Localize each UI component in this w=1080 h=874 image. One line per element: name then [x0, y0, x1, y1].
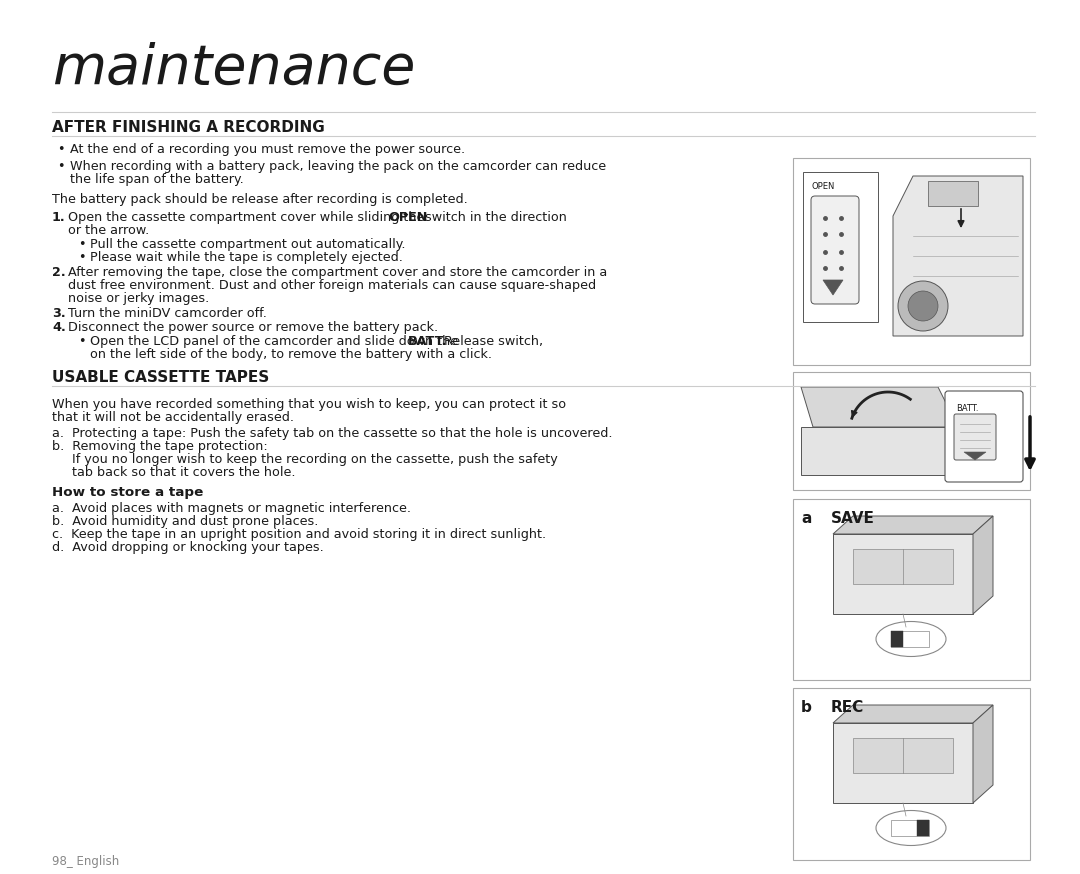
Ellipse shape	[876, 621, 946, 656]
Polygon shape	[801, 387, 958, 427]
Bar	[833, 534, 973, 614]
Text: Pull the cassette compartment out automatically.: Pull the cassette compartment out automa…	[90, 238, 405, 251]
Text: tab back so that it covers the hole.: tab back so that it covers the hole.	[72, 466, 296, 479]
Text: Please wait while the tape is completely ejected.: Please wait while the tape is completely…	[90, 251, 403, 264]
Text: on the left side of the body, to remove the battery with a click.: on the left side of the body, to remove …	[90, 348, 492, 361]
Bar	[891, 631, 929, 647]
Text: •: •	[57, 160, 65, 173]
Bar	[833, 723, 973, 803]
Text: 1.: 1.	[52, 211, 66, 224]
Text: or the arrow.: or the arrow.	[68, 224, 149, 237]
Text: maintenance: maintenance	[52, 42, 416, 95]
Text: •: •	[78, 335, 85, 348]
Text: At the end of a recording you must remove the power source.: At the end of a recording you must remov…	[70, 143, 465, 156]
Text: b.  Avoid humidity and dust prone places.: b. Avoid humidity and dust prone places.	[52, 515, 319, 528]
Bar	[891, 820, 929, 836]
Text: When recording with a battery pack, leaving the pack on the camcorder can reduce: When recording with a battery pack, leav…	[70, 160, 606, 173]
Text: noise or jerky images.: noise or jerky images.	[68, 292, 210, 305]
Text: USABLE CASSETTE TAPES: USABLE CASSETTE TAPES	[52, 370, 269, 385]
Polygon shape	[823, 280, 843, 295]
Bar	[804, 172, 878, 322]
Polygon shape	[893, 176, 1023, 336]
Text: BATT.: BATT.	[408, 335, 447, 348]
Text: The battery pack should be release after recording is completed.: The battery pack should be release after…	[52, 193, 468, 206]
Bar	[891, 631, 903, 647]
Text: OPEN: OPEN	[811, 182, 835, 191]
Bar	[917, 820, 929, 836]
Text: •: •	[78, 251, 85, 264]
Ellipse shape	[876, 810, 946, 845]
Text: c.  Keep the tape in an upright position and avoid storing it in direct sunlight: c. Keep the tape in an upright position …	[52, 528, 546, 541]
Polygon shape	[833, 516, 993, 534]
Text: Open the cassette compartment cover while sliding the: Open the cassette compartment cover whil…	[68, 211, 429, 224]
Text: SAVE: SAVE	[831, 511, 875, 526]
FancyBboxPatch shape	[811, 196, 859, 304]
Text: 4.: 4.	[52, 321, 66, 334]
Text: BATT.: BATT.	[956, 404, 978, 413]
Bar	[793, 499, 1030, 680]
Text: If you no longer wish to keep the recording on the cassette, push the safety: If you no longer wish to keep the record…	[72, 453, 557, 466]
Ellipse shape	[908, 291, 939, 321]
Text: Open the LCD panel of the camcorder and slide down the: Open the LCD panel of the camcorder and …	[90, 335, 462, 348]
Text: a.  Avoid places with magnets or magnetic interference.: a. Avoid places with magnets or magnetic…	[52, 502, 411, 515]
Bar	[853, 738, 953, 773]
Text: d.  Avoid dropping or knocking your tapes.: d. Avoid dropping or knocking your tapes…	[52, 541, 324, 554]
Text: 3.: 3.	[52, 307, 66, 320]
Bar	[853, 549, 953, 584]
Bar	[793, 158, 1030, 365]
Text: a: a	[801, 511, 811, 526]
Text: •: •	[78, 238, 85, 251]
Bar	[793, 372, 1030, 490]
Text: 2.: 2.	[52, 266, 66, 279]
Text: b: b	[801, 700, 812, 715]
Polygon shape	[964, 452, 986, 460]
Text: OPEN: OPEN	[388, 211, 428, 224]
Polygon shape	[973, 705, 993, 803]
Text: Disconnect the power source or remove the battery pack.: Disconnect the power source or remove th…	[68, 321, 438, 334]
Text: 98_ English: 98_ English	[52, 855, 119, 868]
Polygon shape	[973, 516, 993, 614]
FancyBboxPatch shape	[945, 391, 1023, 482]
Text: Turn the miniDV camcorder off.: Turn the miniDV camcorder off.	[68, 307, 267, 320]
Text: b.  Removing the tape protection:: b. Removing the tape protection:	[52, 440, 268, 453]
Text: dust free environment. Dust and other foreign materials can cause square-shaped: dust free environment. Dust and other fo…	[68, 279, 596, 292]
Text: AFTER FINISHING A RECORDING: AFTER FINISHING A RECORDING	[52, 120, 325, 135]
Text: that it will not be accidentally erased.: that it will not be accidentally erased.	[52, 411, 294, 424]
Bar	[928, 181, 978, 206]
Bar	[793, 688, 1030, 860]
Text: After removing the tape, close the compartment cover and store the camcorder in : After removing the tape, close the compa…	[68, 266, 607, 279]
Text: Release switch,: Release switch,	[440, 335, 543, 348]
Text: the life span of the battery.: the life span of the battery.	[70, 173, 244, 186]
Polygon shape	[801, 427, 963, 475]
Text: When you have recorded something that you wish to keep, you can protect it so: When you have recorded something that yo…	[52, 398, 566, 411]
FancyBboxPatch shape	[954, 414, 996, 460]
Text: a.  Protecting a tape: Push the safety tab on the cassette so that the hole is u: a. Protecting a tape: Push the safety ta…	[52, 427, 612, 440]
Polygon shape	[833, 705, 993, 723]
Text: How to store a tape: How to store a tape	[52, 486, 203, 499]
Text: switch in the direction: switch in the direction	[421, 211, 567, 224]
Text: REC: REC	[831, 700, 864, 715]
Text: •: •	[57, 143, 65, 156]
Ellipse shape	[897, 281, 948, 331]
